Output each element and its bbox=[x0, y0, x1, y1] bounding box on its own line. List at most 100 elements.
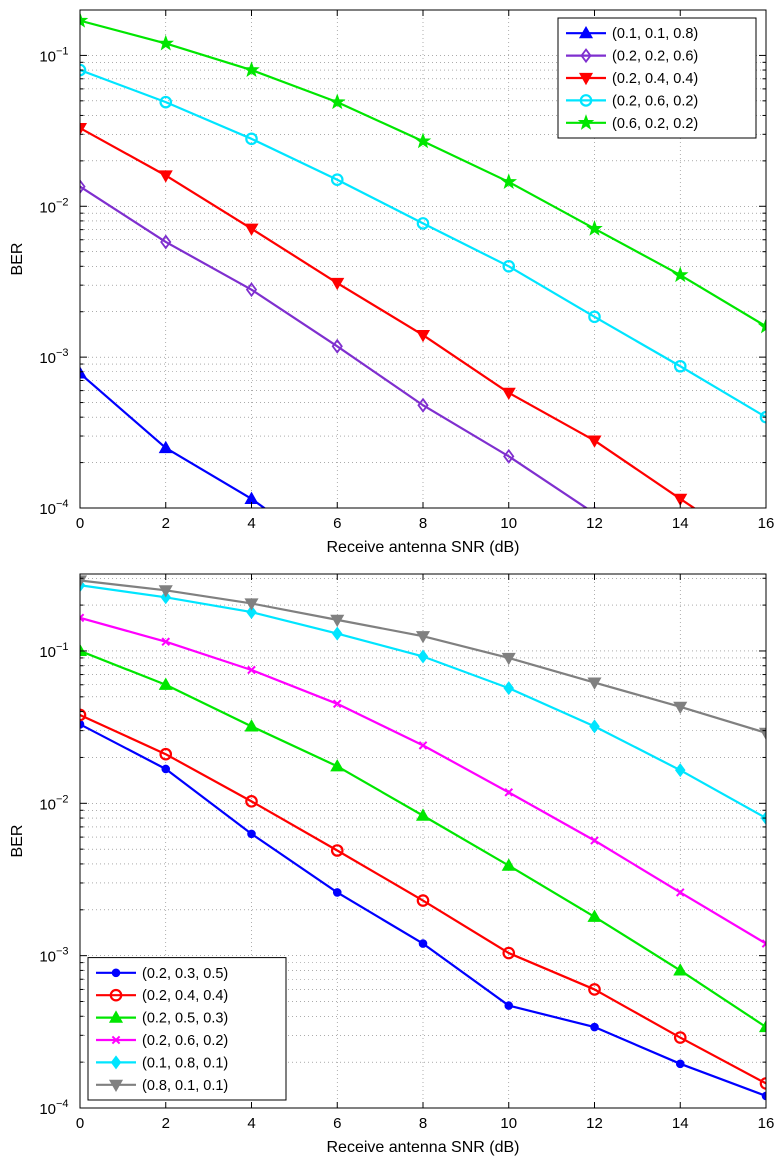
y-tick-exponent: −4 bbox=[56, 1098, 69, 1110]
x-tick-label: 0 bbox=[76, 1115, 84, 1132]
data-point-s5-p4 bbox=[328, 93, 346, 110]
x-tick-label: 4 bbox=[247, 1115, 255, 1132]
legend-item-3: (0.2, 0.4, 0.4) bbox=[566, 71, 698, 87]
data-point-s2-p6 bbox=[503, 448, 515, 464]
legend-marker bbox=[111, 1035, 121, 1045]
legend-item-4: (0.2, 0.6, 0.2) bbox=[566, 93, 698, 109]
y-tick-exponent: −4 bbox=[56, 498, 69, 510]
data-point-s2-p8 bbox=[673, 1031, 687, 1044]
data-point-s4-p3 bbox=[247, 665, 256, 675]
data-point-s2-p2 bbox=[160, 234, 172, 250]
data-point-s1-p5 bbox=[418, 939, 428, 948]
legend-label: (0.1, 0.1, 0.8) bbox=[612, 26, 698, 42]
data-point-s3-p5 bbox=[415, 329, 431, 343]
legend-marker bbox=[579, 94, 593, 107]
legend-marker bbox=[580, 48, 592, 64]
y-tick-exponent: −3 bbox=[56, 347, 69, 359]
data-point-s5-p1 bbox=[80, 11, 89, 28]
data-point-s3-p2 bbox=[158, 677, 173, 690]
data-point-s1-p2 bbox=[161, 764, 171, 774]
legend-label: (0.2, 0.6, 0.2) bbox=[142, 1033, 228, 1049]
x-tick-label: 8 bbox=[419, 515, 427, 532]
legend-label: (0.2, 0.3, 0.5) bbox=[142, 966, 228, 982]
legend-marker bbox=[110, 1055, 122, 1070]
x-axis-label: Receive antenna SNR (dB) bbox=[327, 539, 520, 556]
x-tick-label: 8 bbox=[419, 1115, 427, 1132]
y-tick-exponent: −1 bbox=[56, 641, 69, 653]
x-tick-label: 6 bbox=[333, 515, 341, 532]
x-tick-label: 14 bbox=[672, 1115, 689, 1132]
legend-item-5: (0.6, 0.2, 0.2) bbox=[566, 114, 698, 132]
data-point-s4-p5 bbox=[416, 217, 430, 230]
data-point-s3-p2 bbox=[158, 170, 173, 183]
y-axis-label: BER bbox=[9, 825, 26, 858]
data-point-s5-p5 bbox=[414, 132, 432, 149]
grid bbox=[80, 10, 766, 508]
y-tick-label: 10 bbox=[39, 1101, 56, 1118]
legend: (0.2, 0.3, 0.5) (0.2, 0.4, 0.4) (0.2, 0.5,… bbox=[87, 957, 287, 1101]
x-tick-label: 0 bbox=[76, 515, 84, 532]
data-point-s4-p7 bbox=[590, 836, 599, 845]
y-tick-label: 10 bbox=[39, 48, 56, 65]
data-point-s2-p7 bbox=[588, 983, 601, 996]
y-tick-base: 10 bbox=[39, 199, 56, 216]
y-tick-label: 10 bbox=[39, 644, 56, 661]
data-point-s1-p9 bbox=[761, 1091, 766, 1101]
data-point-s5-p4 bbox=[332, 626, 343, 641]
data-point-s2-p2 bbox=[159, 747, 173, 761]
data-point-s4-p2 bbox=[159, 95, 173, 109]
data-point-s5-p3 bbox=[246, 605, 257, 620]
data-point-s4-p2 bbox=[161, 637, 171, 647]
data-point-s3-p6 bbox=[501, 858, 516, 871]
data-point-s3-p7 bbox=[587, 435, 602, 448]
data-point-s3-p9 bbox=[760, 552, 772, 563]
data-point-s5-p3 bbox=[243, 61, 260, 78]
legend-marker bbox=[111, 968, 121, 978]
data-point-s6-p6 bbox=[501, 652, 516, 666]
data-point-s2-p1 bbox=[80, 179, 86, 195]
data-point-s5-p6 bbox=[500, 173, 518, 189]
legend-marker bbox=[578, 72, 594, 86]
y-tick-label: 10 bbox=[39, 199, 56, 216]
data-point-s4-p6 bbox=[504, 788, 514, 797]
y-axis-label: BER bbox=[9, 243, 26, 276]
y-tick-base: 10 bbox=[39, 1101, 56, 1118]
data-point-s4-p3 bbox=[245, 132, 258, 146]
data-point-s5-p5 bbox=[417, 649, 429, 664]
legend-item-2: (0.2, 0.2, 0.6) bbox=[566, 48, 698, 65]
legend-label: (0.2, 0.4, 0.4) bbox=[142, 988, 228, 1004]
legend-item-2: (0.2, 0.4, 0.4) bbox=[96, 988, 228, 1004]
data-point-s3-p4 bbox=[330, 759, 345, 772]
data-point-s5-p6 bbox=[503, 681, 514, 696]
y-tick-base: 10 bbox=[39, 949, 56, 966]
legend-box bbox=[87, 957, 287, 1101]
x-tick-label: 16 bbox=[758, 515, 775, 532]
data-point-s6-p8 bbox=[673, 701, 688, 715]
y-tick-base: 10 bbox=[39, 796, 56, 813]
data-point-s4-p1 bbox=[80, 613, 85, 623]
series-line-1 bbox=[80, 372, 267, 508]
data-point-s2-p4 bbox=[330, 844, 344, 857]
x-tick-label: 6 bbox=[333, 1115, 341, 1132]
data-point-s4-p9 bbox=[761, 939, 766, 948]
data-point-s2-p5 bbox=[416, 894, 430, 907]
data-point-s4-p6 bbox=[502, 260, 516, 273]
data-point-s6-p5 bbox=[415, 631, 431, 644]
legend-label: (0.6, 0.2, 0.2) bbox=[612, 116, 698, 132]
x-tick-label: 14 bbox=[672, 515, 689, 532]
data-point-s1-p1 bbox=[80, 366, 88, 379]
legend-label: (0.2, 0.2, 0.6) bbox=[612, 49, 698, 65]
x-tick-label: 4 bbox=[247, 515, 255, 532]
data-point-s2-p6 bbox=[502, 946, 516, 960]
data-point-s4-p8 bbox=[673, 359, 687, 373]
y-tick-exponent: −3 bbox=[56, 946, 69, 958]
y-tick-label: 10 bbox=[39, 796, 56, 813]
legend-item-5: (0.1, 0.8, 0.1) bbox=[96, 1055, 228, 1071]
data-point-s1-p3 bbox=[247, 829, 256, 839]
x-tick-label: 16 bbox=[758, 1115, 775, 1132]
data-point-s1-p4 bbox=[332, 888, 342, 897]
data-point-s3-p8 bbox=[673, 963, 688, 976]
y-tick-exponent: −2 bbox=[56, 793, 69, 805]
legend: (0.1, 0.1, 0.8) (0.2, 0.2, 0.6) (0.2, 0.4,… bbox=[557, 17, 757, 139]
